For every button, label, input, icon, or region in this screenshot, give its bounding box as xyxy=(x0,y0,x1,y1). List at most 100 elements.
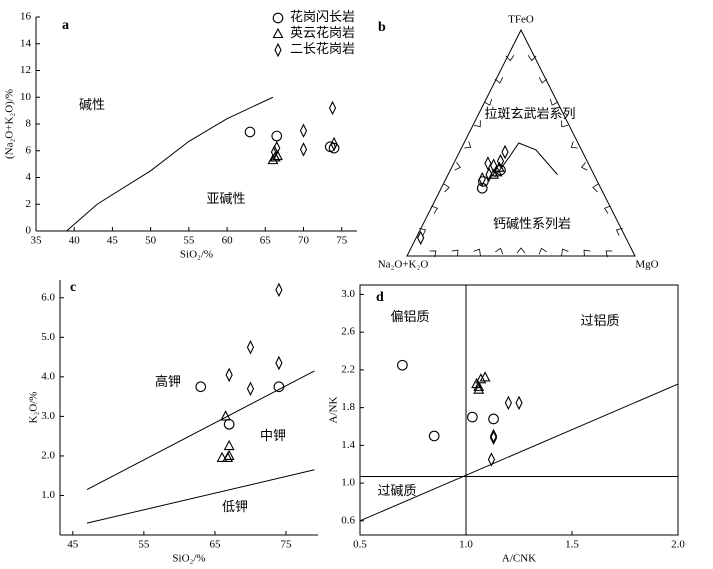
y-tick-label: 1.8 xyxy=(341,401,355,413)
ternary-tick xyxy=(570,141,578,149)
y-tick-label: 16 xyxy=(20,11,32,23)
point xyxy=(275,355,283,371)
region-label: 中钾 xyxy=(260,428,286,443)
region-label: 高钾 xyxy=(155,374,181,389)
y-axis-label: A/NK xyxy=(328,397,340,424)
y-tick-label: 3.0 xyxy=(341,288,355,300)
point xyxy=(328,142,340,154)
ternary-tick xyxy=(538,77,548,84)
point xyxy=(225,367,233,383)
point xyxy=(330,136,338,152)
x-tick-label: 65 xyxy=(209,539,221,551)
legend-label: 英云花岗岩 xyxy=(290,25,355,40)
x-axis-label: A/CNK xyxy=(502,553,536,565)
point xyxy=(490,158,498,173)
region-label: 过铝质 xyxy=(580,313,619,328)
ternary-frame xyxy=(406,28,636,257)
x-tick-label: 60 xyxy=(222,235,234,247)
point xyxy=(271,130,283,142)
ternary-tick xyxy=(494,77,504,84)
point xyxy=(496,153,505,169)
point xyxy=(246,339,255,355)
ternary-tick xyxy=(431,205,439,214)
x-tick-label: 2.0 xyxy=(671,539,685,551)
region-label: 偏铝质 xyxy=(390,309,429,324)
region-label: 亚碱性 xyxy=(206,191,245,206)
y-tick-label: 0.6 xyxy=(341,514,355,526)
x-tick-label: 65 xyxy=(260,235,272,247)
y-tick-label: 1.0 xyxy=(341,477,355,489)
x-tick-label: 45 xyxy=(67,539,79,551)
point xyxy=(244,126,256,138)
point xyxy=(504,395,513,411)
point xyxy=(475,373,487,384)
panel-label: c xyxy=(70,280,76,295)
panel-label: d xyxy=(376,290,384,305)
y-tick-label: 2.0 xyxy=(41,449,55,461)
point xyxy=(328,100,337,116)
y-tick-label: 1.4 xyxy=(341,439,355,451)
boundary-line xyxy=(66,96,274,232)
y-tick-label: 6 xyxy=(26,144,32,156)
point xyxy=(485,167,493,182)
y-tick-label: 4.0 xyxy=(41,370,55,382)
point xyxy=(274,42,282,58)
y-tick-label: 5.0 xyxy=(41,331,55,343)
ternary-tick xyxy=(527,55,537,62)
y-tick-label: 4 xyxy=(26,171,32,183)
x-tick-label: 35 xyxy=(31,235,43,247)
region-label: 过碱质 xyxy=(377,483,416,498)
panel-label: b xyxy=(378,20,386,35)
ternary-tick xyxy=(473,120,481,128)
x-tick-label: 1.5 xyxy=(565,539,579,551)
point xyxy=(397,359,408,371)
legend-label: 二长花岗岩 xyxy=(290,41,355,56)
vertex-label: TFeO xyxy=(508,14,534,26)
boundary-line xyxy=(86,469,315,524)
point xyxy=(223,439,235,451)
y-tick-label: 14 xyxy=(20,37,32,49)
region-label: 低钾 xyxy=(222,499,248,514)
y-tick-label: 0 xyxy=(26,225,32,237)
ternary-tick xyxy=(505,55,515,62)
y-tick-label: 8 xyxy=(26,118,32,130)
panel-label: a xyxy=(62,18,69,33)
point xyxy=(299,123,308,138)
point xyxy=(272,12,284,24)
ternary-tick xyxy=(495,247,504,255)
y-axis-label: (Na₂O+K₂O)/% xyxy=(4,89,16,159)
ternary-tick xyxy=(538,247,547,255)
ternary-tick xyxy=(580,162,588,171)
plot-frame xyxy=(359,284,679,536)
region-label: 钙碱性系列岩 xyxy=(493,216,571,231)
y-tick-label: 6.0 xyxy=(41,291,55,303)
vertex-label: Na₂O+K₂O xyxy=(378,259,429,271)
ternary-tick xyxy=(603,205,611,214)
point xyxy=(489,430,498,446)
point xyxy=(484,156,492,171)
x-tick-label: 55 xyxy=(138,539,150,551)
point xyxy=(272,27,284,39)
region-label: 拉斑玄武岩系列 xyxy=(484,106,575,121)
point xyxy=(467,411,478,423)
y-tick-label: 2.2 xyxy=(341,363,355,375)
point xyxy=(478,171,486,187)
ternary-tick xyxy=(429,250,437,258)
ternary-tick xyxy=(549,98,558,106)
point xyxy=(515,395,523,411)
y-axis-label: K₂O/% xyxy=(28,392,40,424)
legend-label: 花岗闪长岩 xyxy=(290,9,355,24)
point xyxy=(493,161,505,172)
y-tick-label: 2 xyxy=(26,198,32,210)
point xyxy=(501,144,509,160)
point xyxy=(479,371,491,382)
boundary-line xyxy=(494,142,558,178)
point xyxy=(417,230,425,246)
region-label: 碱性 xyxy=(79,97,105,112)
y-tick-label: 3.0 xyxy=(41,410,55,422)
ternary-tick xyxy=(464,141,472,149)
point xyxy=(220,410,232,421)
ternary-tick xyxy=(454,162,462,171)
